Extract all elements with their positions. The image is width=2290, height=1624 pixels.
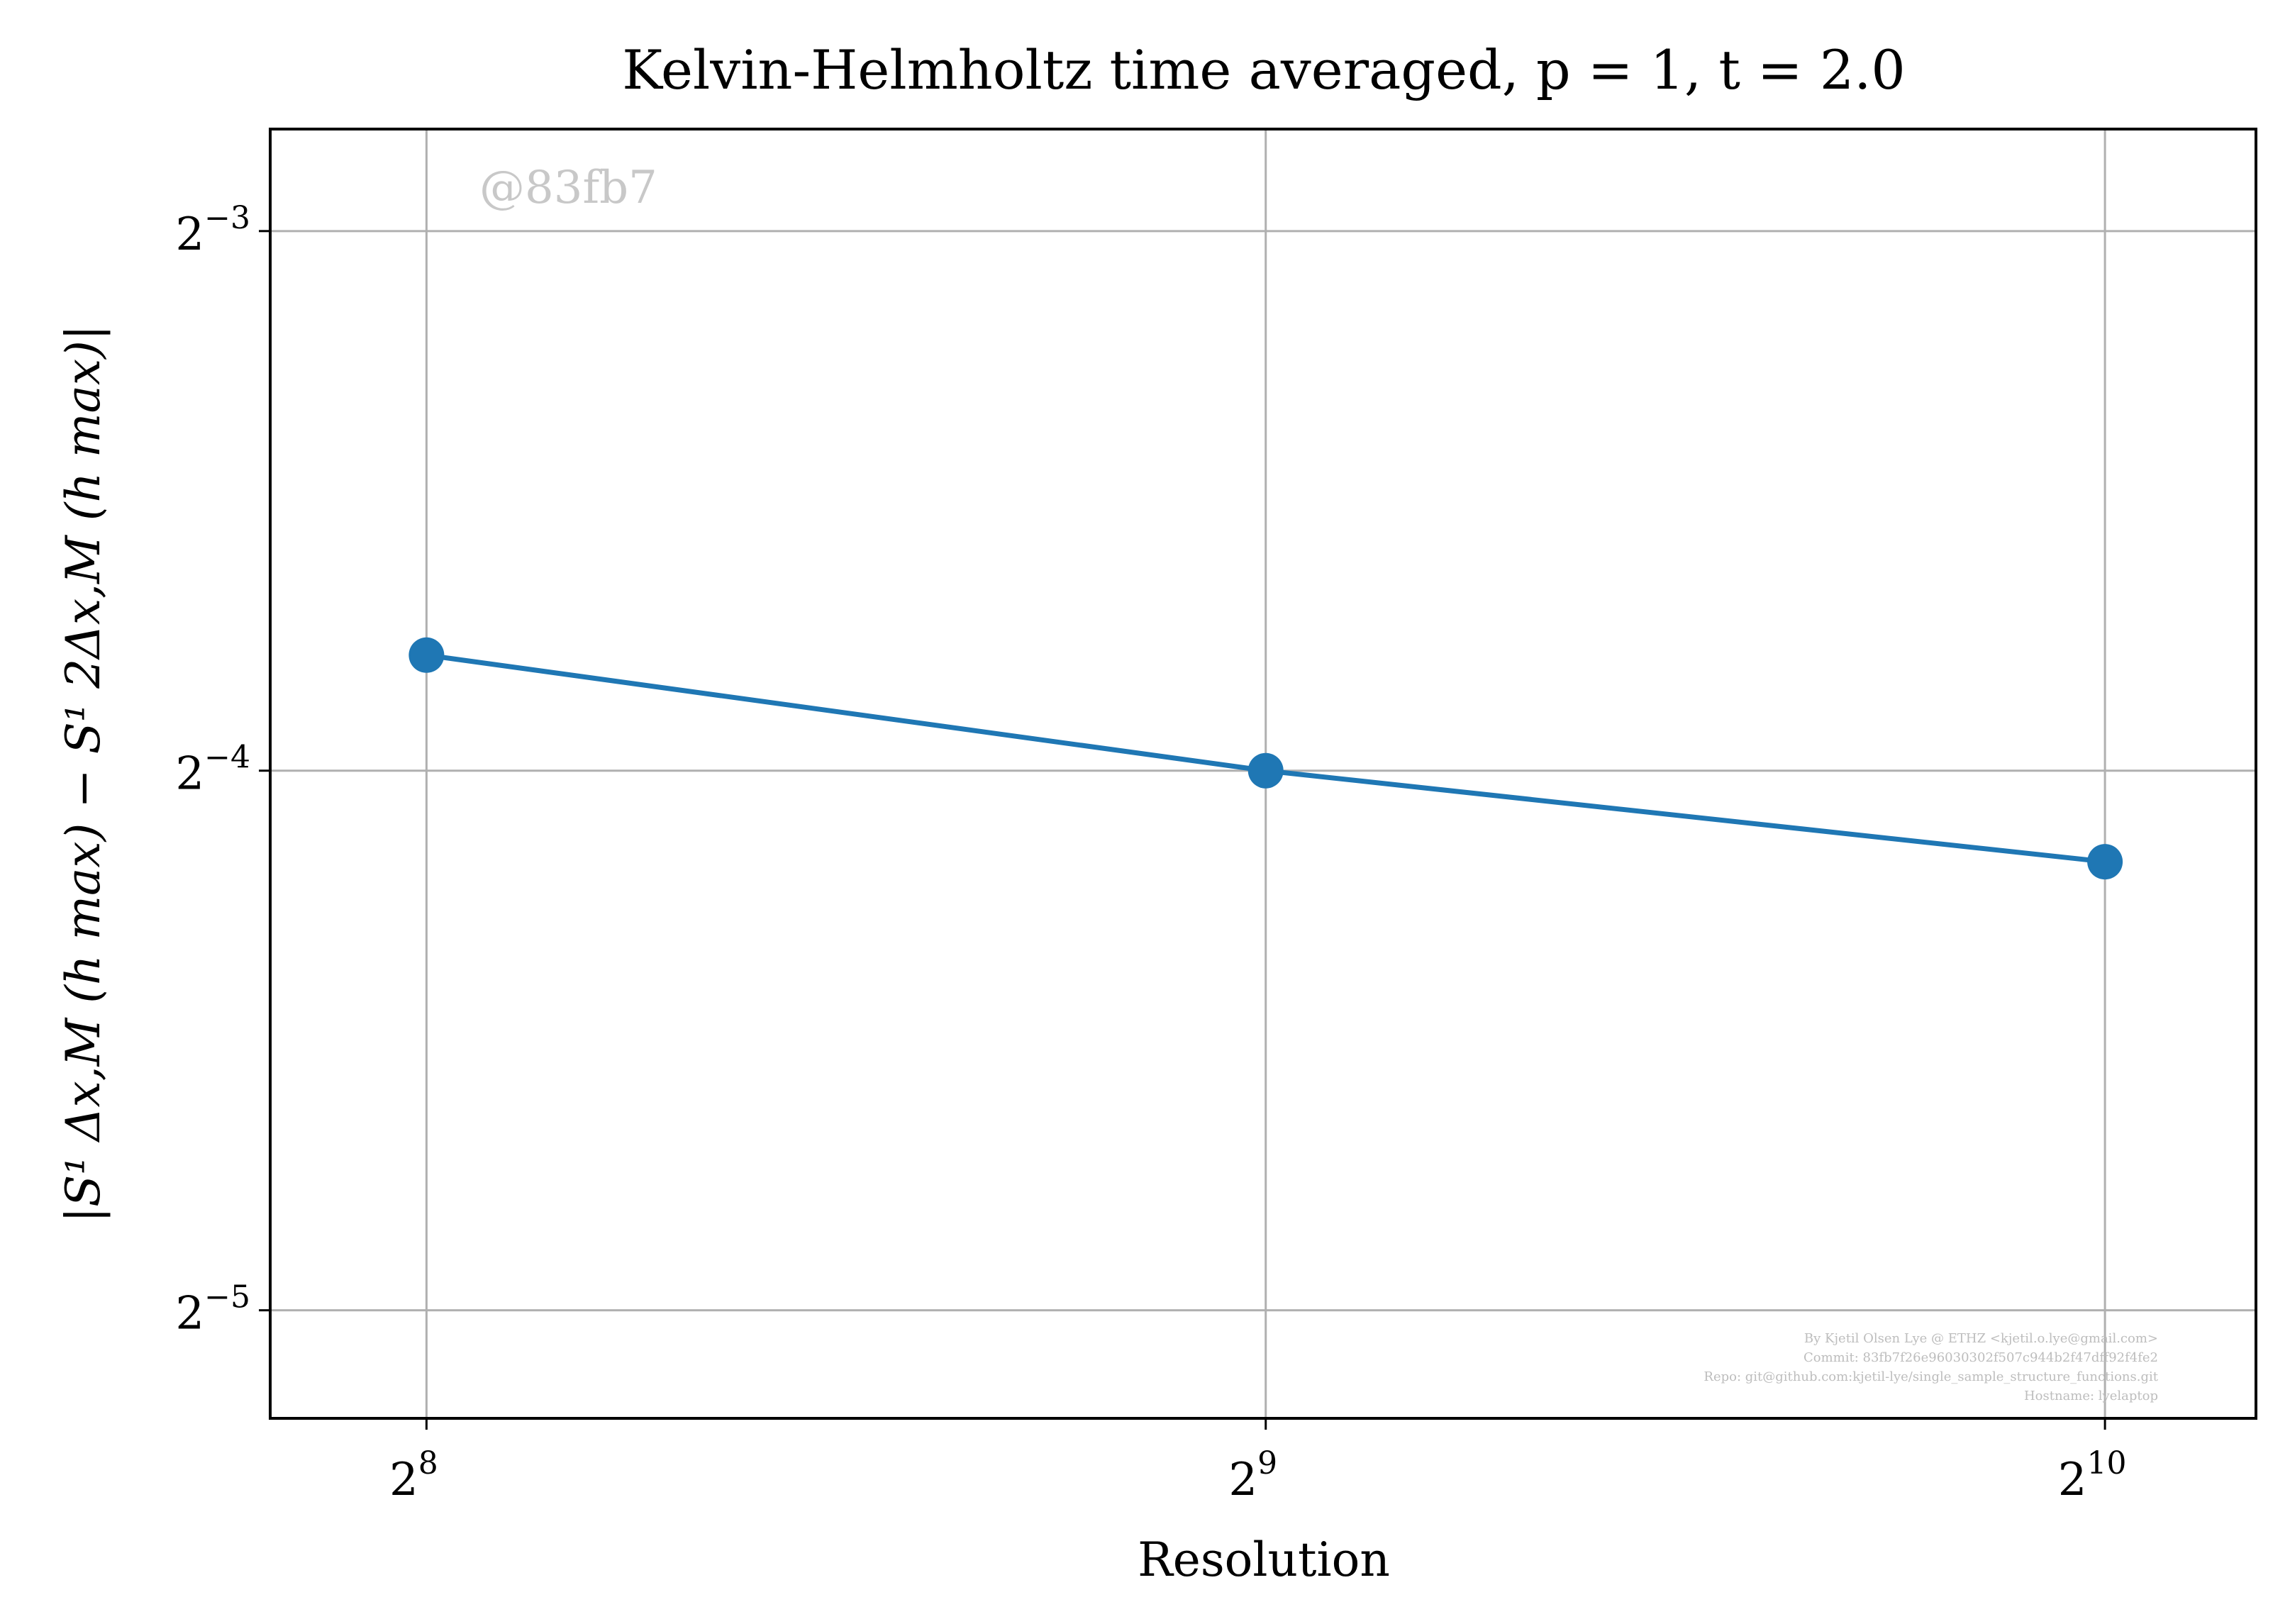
credit-line: Hostname: lyelaptop [2024,1389,2158,1403]
data-point [408,637,445,673]
y-tick-label: 2−3 [175,200,250,261]
x-tick-label: 29 [1228,1445,1277,1506]
series-group [408,637,2123,880]
y-axis-label: |S¹ Δx,M (h max) − S¹ 2Δx,M (h max)| [56,325,111,1223]
x-axis-label: Resolution [1138,1533,1390,1587]
x-axis-ticks: 28 29 210 [389,1418,2126,1506]
chart-title: Kelvin-Helmholtz time averaged, p = 1, t… [622,38,1906,101]
plot-frame [269,128,2257,1420]
x-tick-label: 28 [389,1445,438,1506]
credits-block: By Kjetil Olsen Lye @ ETHZ <kjetil.o.lye… [1703,1331,2158,1403]
y-tick-label: 2−5 [175,1279,250,1340]
watermark: @83fb7 [479,162,657,214]
credit-line: Repo: git@github.com:kjetil-lye/single_s… [1703,1369,2158,1384]
y-axis-ticks: 2−3 2−4 2−5 [175,200,270,1340]
x-tick-label: 210 [2058,1445,2127,1506]
svg-text:|S¹ Δx,M (h max) − S¹ 2Δx,M (h: |S¹ Δx,M (h max) − S¹ 2Δx,M (h max)| [56,325,111,1223]
y-tick-label: 2−4 [175,740,250,801]
credit-line: Commit: 83fb7f26e96030302f507c944b2f47df… [1803,1350,2158,1365]
credit-line: By Kjetil Olsen Lye @ ETHZ <kjetil.o.lye… [1804,1331,2158,1346]
data-point [1247,752,1284,789]
data-point [2087,844,2123,880]
